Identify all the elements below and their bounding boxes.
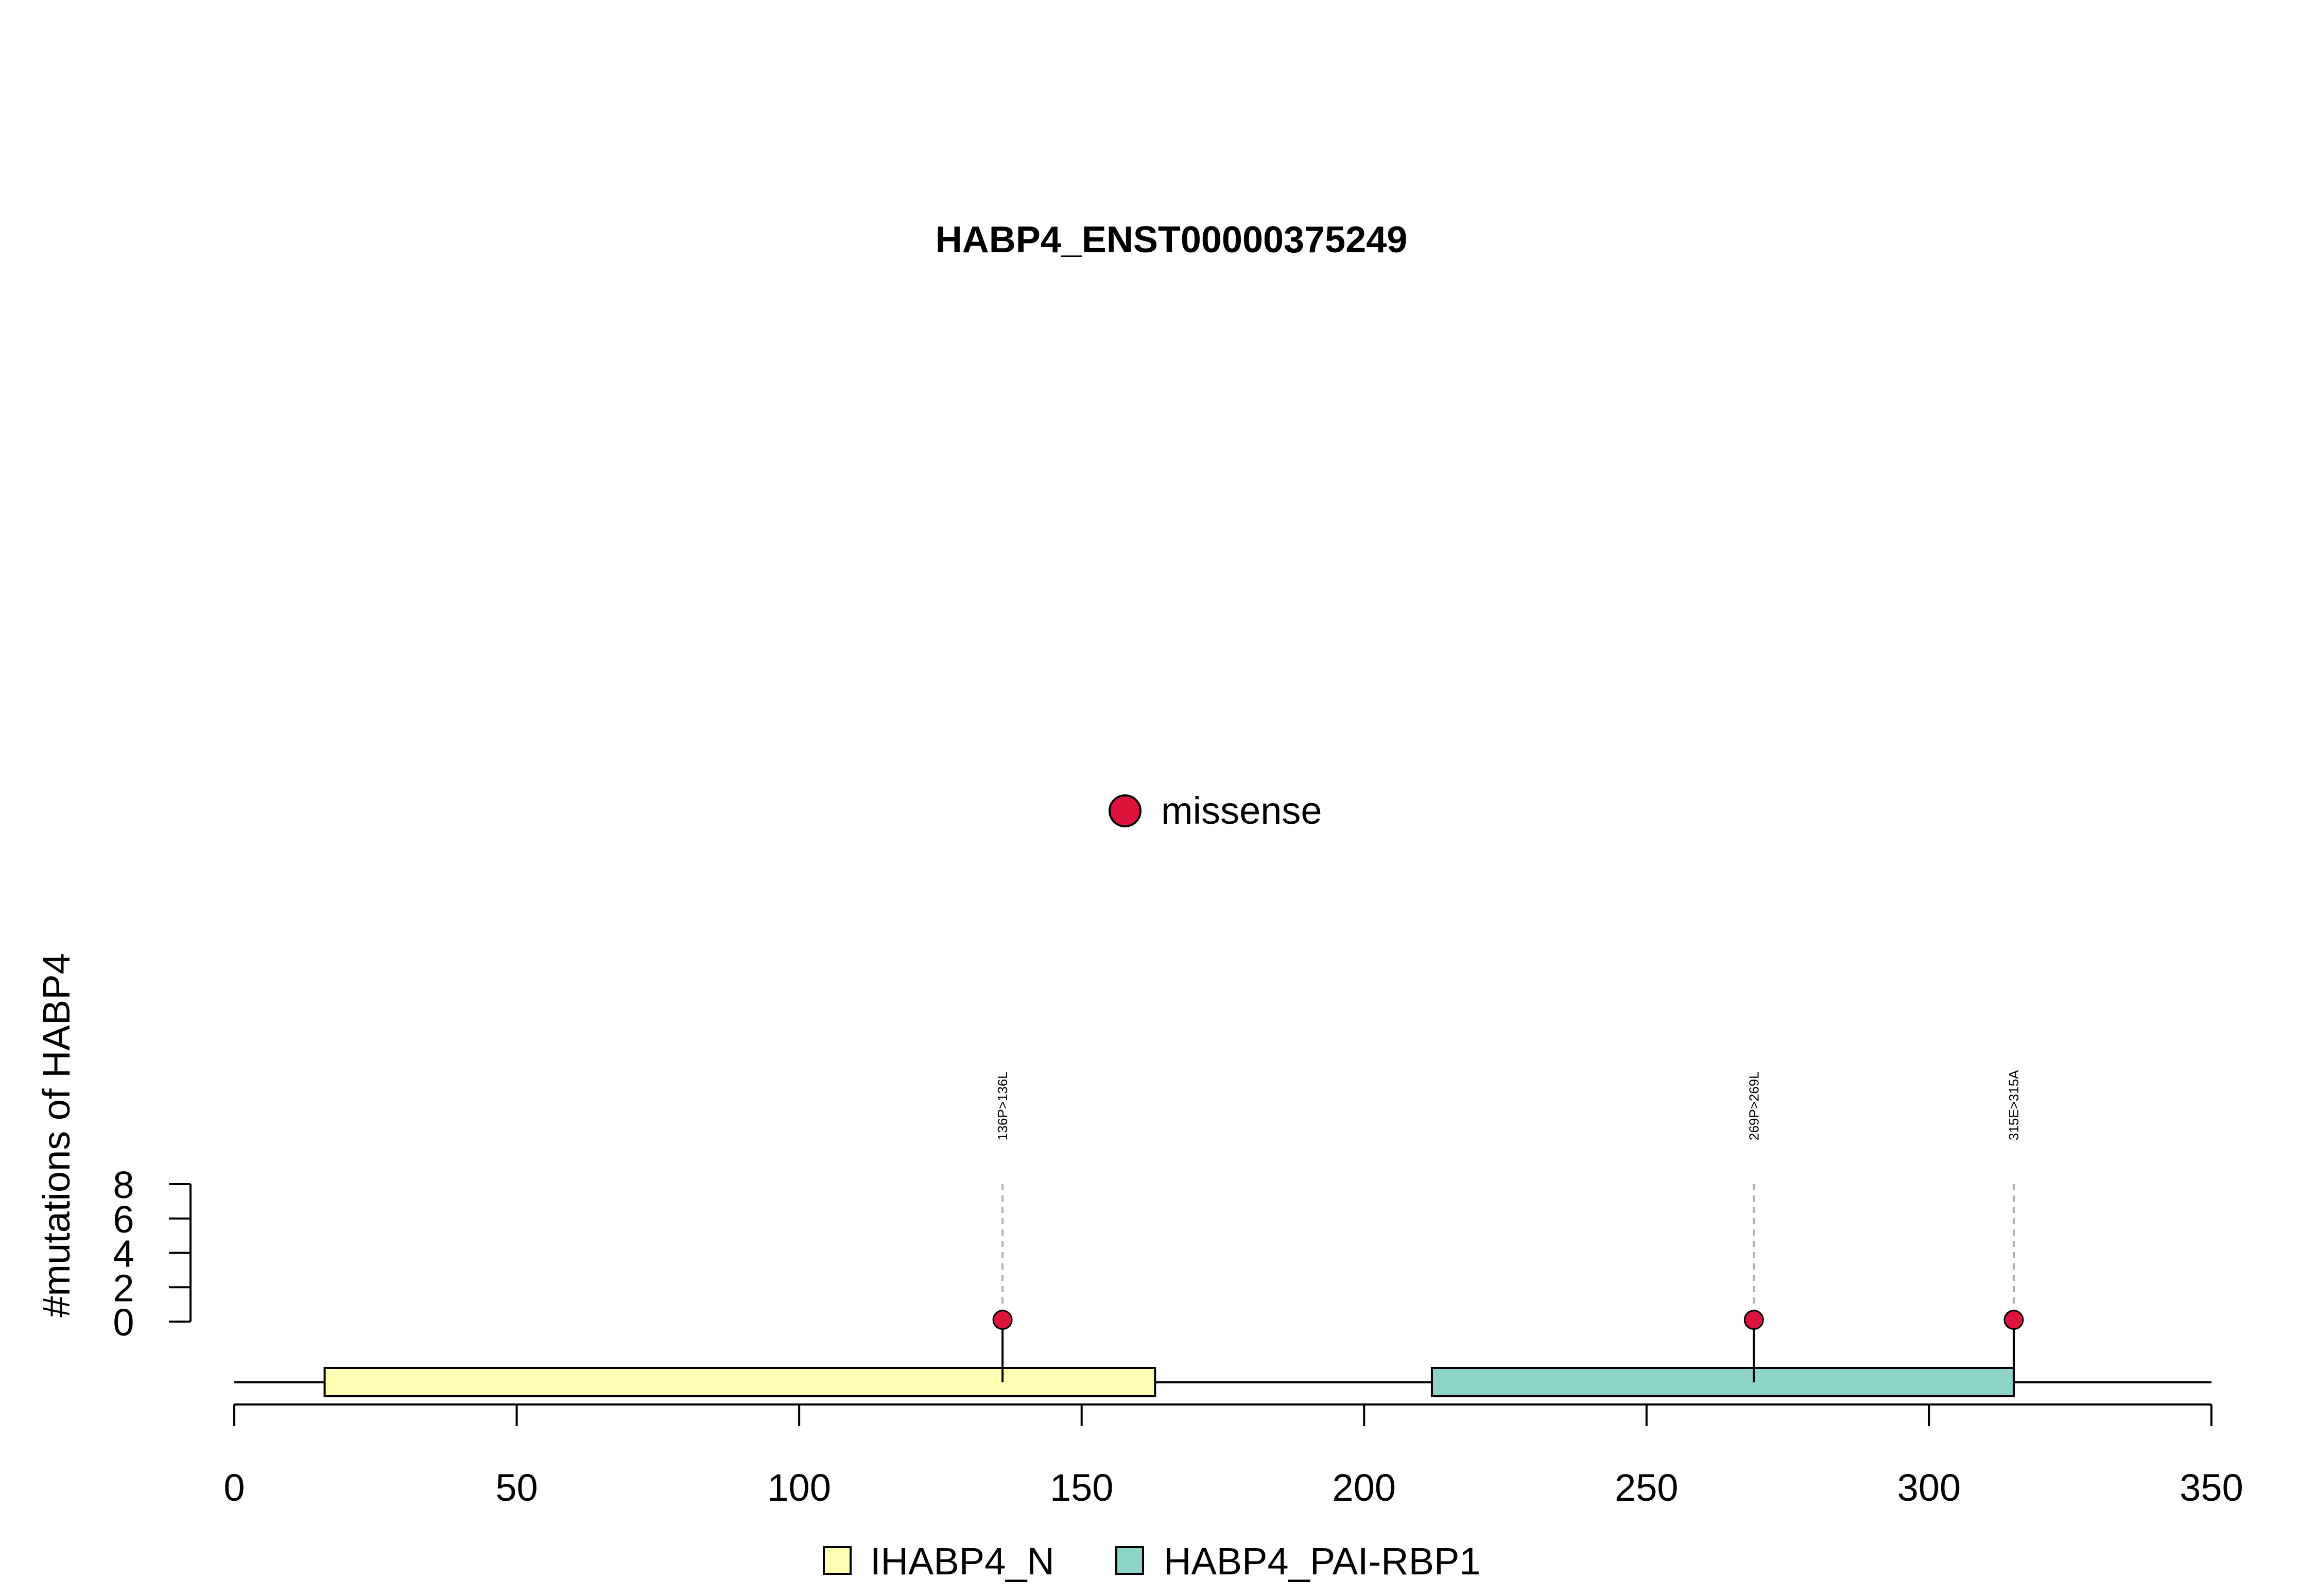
mutation-point (992, 1310, 1013, 1330)
domain-layer (323, 1367, 2015, 1397)
legend-label-HABP4_PAI-RBP1: HABP4_PAI-RBP1 (1164, 1540, 1481, 1583)
x-axis: 0 50 100 150 200 250 300 350 (223, 1403, 2243, 1509)
x-tick-label: 250 (1615, 1466, 1678, 1509)
y-tick-label: 0 (113, 1301, 134, 1344)
x-tick-label: 200 (1333, 1466, 1396, 1509)
x-tick-label: 150 (1050, 1466, 1113, 1509)
mutation-layer: 136P>136L 269P>269L 315E>315A (992, 1070, 2024, 1382)
mutation-label: 136P>136L (995, 1071, 1010, 1140)
chart-title: HABP4_ENST00000375249 (936, 219, 1408, 261)
y-tick-label: 2 (113, 1267, 134, 1309)
x-tick-label: 350 (2180, 1466, 2243, 1509)
mutation-legend: missense (1109, 789, 1322, 832)
y-tick-label: 8 (113, 1164, 134, 1206)
y-axis-label: #mutations of HABP4 (35, 953, 78, 1317)
legend-symbol-missense (1109, 794, 1142, 827)
y-tick-label: 4 (113, 1233, 134, 1275)
legend-swatch-HABP4_PAI-RBP1 (1115, 1546, 1144, 1575)
x-tick-label: 300 (1897, 1466, 1961, 1509)
x-tick-label: 0 (223, 1466, 245, 1509)
mutation-point (2003, 1310, 2024, 1330)
legend-label-missense: missense (1161, 789, 1322, 832)
mutation-label: 269P>269L (1746, 1071, 1761, 1140)
domain-HABP4_PAI-RBP1 (1430, 1367, 2015, 1397)
mutation-label: 315E>315A (2006, 1070, 2021, 1140)
y-tick-label: 6 (113, 1198, 134, 1241)
legend-swatch-IHABP4_N (823, 1546, 852, 1575)
domain-IHABP4_N (323, 1367, 1156, 1397)
legend-label-IHABP4_N: IHABP4_N (870, 1540, 1054, 1583)
x-tick-label: 50 (495, 1466, 538, 1509)
domain-legend: IHABP4_N HABP4_PAI-RBP1 (823, 1540, 1481, 1583)
mutation-point (1743, 1310, 1764, 1330)
x-tick-label: 100 (767, 1466, 831, 1509)
